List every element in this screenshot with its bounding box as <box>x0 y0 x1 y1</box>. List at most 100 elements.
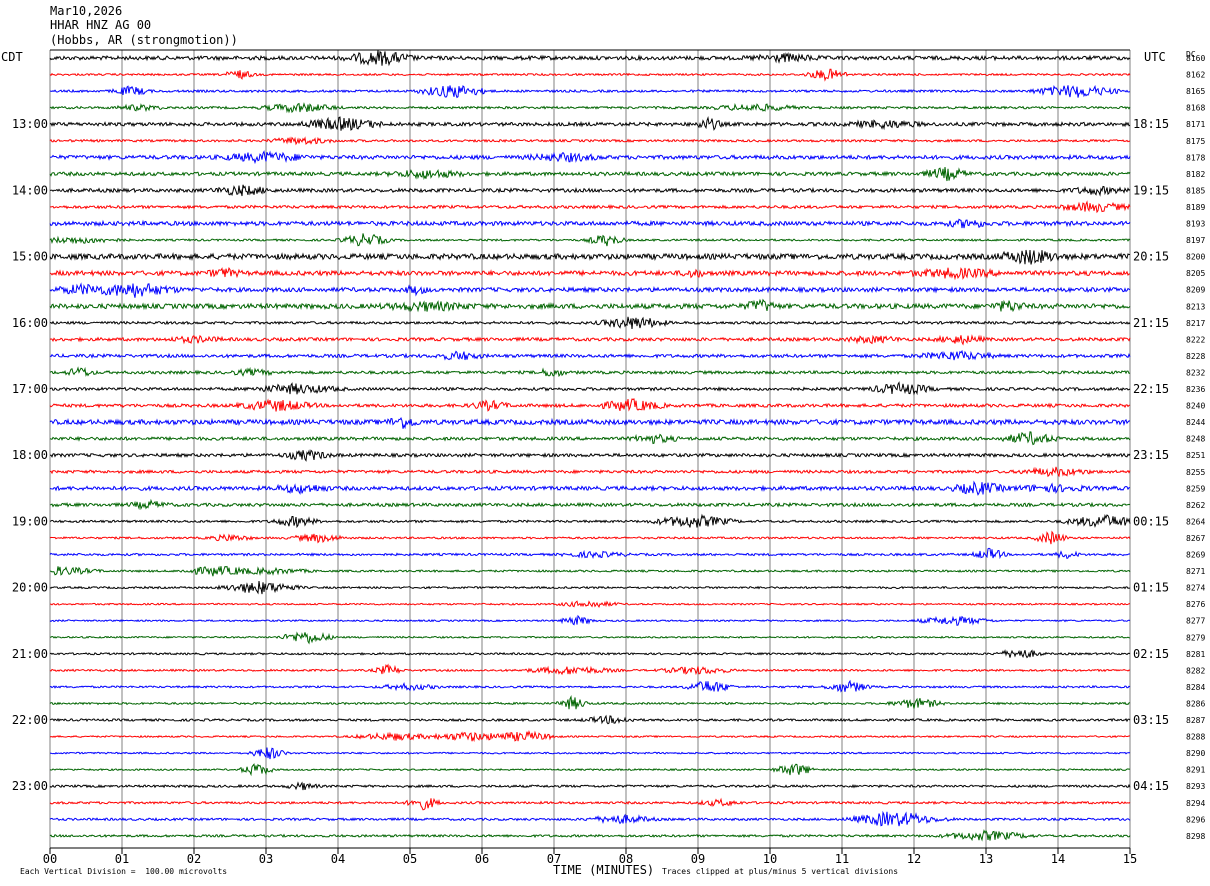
trace-10 <box>49 218 1131 229</box>
x-tick-label: 09 <box>691 852 705 866</box>
trace-21 <box>49 398 1131 412</box>
dc-offset-label: 8298 <box>1186 832 1205 841</box>
dc-offset-label: 8205 <box>1186 269 1205 278</box>
x-tick-label: 10 <box>763 852 777 866</box>
trace-40 <box>49 714 1131 725</box>
left-hour-label: 18:00 <box>12 448 48 462</box>
left-hour-label: 21:00 <box>12 647 48 661</box>
trace-16 <box>49 316 1131 329</box>
trace-44 <box>49 781 1131 791</box>
dc-offset-label: 8197 <box>1186 236 1205 245</box>
dc-offset-label: 8274 <box>1186 584 1205 593</box>
dc-offset-label: 8162 <box>1186 71 1205 80</box>
right-hour-label: 00:15 <box>1133 514 1169 528</box>
trace-18 <box>49 349 1131 361</box>
trace-13 <box>49 267 1131 281</box>
trace-17 <box>49 334 1131 346</box>
trace-12 <box>49 249 1131 265</box>
left-hour-label: 19:00 <box>12 514 48 528</box>
x-tick-label: 00 <box>43 852 57 866</box>
dc-offset-label: 8284 <box>1186 683 1205 692</box>
right-hour-label: 01:15 <box>1133 581 1169 595</box>
trace-25 <box>49 466 1131 478</box>
trace-42 <box>49 747 1131 760</box>
right-hour-label: 02:15 <box>1133 647 1169 661</box>
trace-24 <box>49 449 1131 462</box>
x-tick-label: 07 <box>547 852 561 866</box>
x-tick-label: 01 <box>115 852 129 866</box>
trace-5 <box>49 136 1131 146</box>
dc-offset-label: 8282 <box>1186 666 1205 675</box>
trace-27 <box>49 498 1131 511</box>
left-hour-labels: 13:00 14:00 15:00 16:00 17:00 18:00 19:00 20:00… <box>12 117 48 793</box>
trace-9 <box>49 200 1131 214</box>
left-hour-label: 17:00 <box>12 382 48 396</box>
dc-offset-label: 8165 <box>1186 87 1205 96</box>
location-label: (Hobbs, AR (strongmotion)) <box>50 33 238 47</box>
dc-offset-label: 8244 <box>1186 418 1205 427</box>
dc-offset-label: 8264 <box>1186 517 1205 526</box>
trace-32 <box>49 581 1131 595</box>
dc-offset-label: 8228 <box>1186 352 1205 361</box>
right-hour-labels: 18:15 19:15 20:15 21:15 22:15 23:15 00:15 01:15… <box>1133 117 1169 793</box>
trace-31 <box>49 565 1131 577</box>
trace-37 <box>49 663 1131 676</box>
trace-1 <box>49 68 1131 82</box>
dc-label: DC <box>1186 50 1196 59</box>
dc-offset-label: 8222 <box>1186 335 1205 344</box>
x-tick-label: 02 <box>187 852 201 866</box>
trace-22 <box>49 417 1131 430</box>
right-hour-label: 19:15 <box>1133 183 1169 197</box>
trace-33 <box>50 600 1131 609</box>
x-tick-label: 05 <box>403 852 417 866</box>
dc-offset-labels: 8160 8162 8165 8168 8171 8175 8178 8182 8185 8189… <box>1186 54 1205 841</box>
dc-offset-label: 8269 <box>1186 551 1205 560</box>
dc-offset-label: 8290 <box>1186 749 1205 758</box>
trace-30 <box>49 547 1131 560</box>
dc-offset-label: 8271 <box>1186 567 1205 576</box>
dc-offset-label: 8294 <box>1186 799 1205 808</box>
x-tick-label: 03 <box>259 852 273 866</box>
trace-46 <box>49 810 1131 827</box>
trace-0 <box>49 50 1131 67</box>
right-hour-label: 04:15 <box>1133 779 1169 793</box>
right-hour-label: 20:15 <box>1133 250 1169 264</box>
x-tick-label: 08 <box>619 852 633 866</box>
trace-15 <box>49 298 1131 313</box>
trace-8 <box>49 184 1131 197</box>
trace-11 <box>49 233 1131 247</box>
x-tick-labels: 00 01 02 03 04 05 06 07 08 09 10 11 12 13 14 15 <box>43 848 1137 866</box>
dc-offset-label: 8255 <box>1186 468 1205 477</box>
trace-36 <box>49 649 1131 659</box>
trace-3 <box>49 102 1131 114</box>
dc-offset-label: 8160 <box>1186 54 1205 63</box>
dc-offset-label: 8288 <box>1186 733 1205 742</box>
x-tick-label: 04 <box>331 852 345 866</box>
dc-offset-label: 8296 <box>1186 815 1205 824</box>
x-axis-label: TIME (MINUTES) <box>553 863 655 877</box>
x-tick-label: 15 <box>1123 852 1137 866</box>
dc-offset-label: 8236 <box>1186 385 1205 394</box>
trace-4 <box>49 116 1131 131</box>
utc-label: UTC <box>1144 50 1166 64</box>
left-hour-label: 15:00 <box>12 250 48 264</box>
dc-offset-label: 8291 <box>1186 766 1205 775</box>
scale-note: Each Vertical Division = 100.00 microvol… <box>20 867 228 876</box>
left-hour-label: 23:00 <box>12 779 48 793</box>
dc-offset-label: 8168 <box>1186 104 1205 113</box>
trace-group <box>49 50 1131 842</box>
trace-47 <box>49 829 1131 842</box>
dc-offset-label: 8175 <box>1186 137 1205 146</box>
dc-offset-label: 8209 <box>1186 286 1205 295</box>
right-hour-label: 18:15 <box>1133 117 1169 131</box>
trace-6 <box>49 150 1131 165</box>
left-hour-label: 20:00 <box>12 581 48 595</box>
dc-offset-label: 8267 <box>1186 534 1205 543</box>
dc-offset-label: 8248 <box>1186 435 1205 444</box>
right-hour-label: 22:15 <box>1133 382 1169 396</box>
trace-23 <box>49 431 1131 446</box>
right-hour-label: 03:15 <box>1133 713 1169 727</box>
trace-7 <box>49 167 1131 182</box>
dc-offset-label: 8217 <box>1186 319 1205 328</box>
dc-offset-label: 8240 <box>1186 402 1205 411</box>
